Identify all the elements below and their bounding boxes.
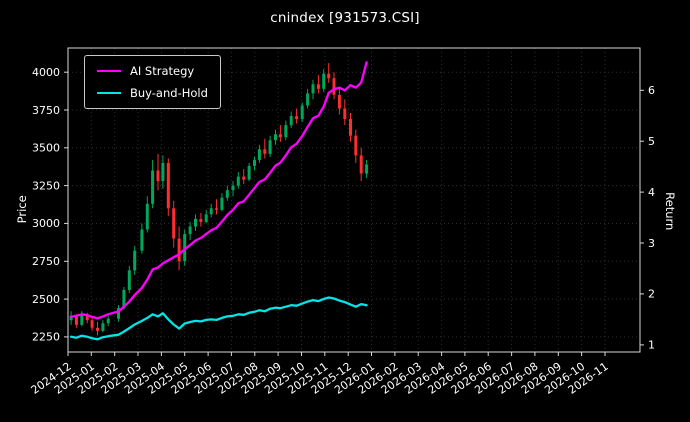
candle-body <box>85 314 89 321</box>
candle-body <box>332 78 336 95</box>
candle-body <box>343 108 347 120</box>
svg-text:3500: 3500 <box>32 142 60 155</box>
candle-body <box>96 327 99 331</box>
candle-body <box>74 315 78 325</box>
candle-body <box>127 270 131 290</box>
candle-body <box>80 314 84 325</box>
svg-text:3000: 3000 <box>32 217 60 230</box>
svg-text:2250: 2250 <box>32 331 60 344</box>
candle-body <box>90 320 94 328</box>
svg-text:6: 6 <box>648 84 655 97</box>
candle-body <box>209 208 213 215</box>
candle-body <box>306 93 310 106</box>
price-axis-label: Price <box>15 195 29 224</box>
svg-text:3250: 3250 <box>32 179 60 192</box>
return-tick-labels: 1 2 3 4 5 6 <box>640 84 655 352</box>
candle-body <box>337 94 341 109</box>
candle-body <box>311 84 315 94</box>
candle-body <box>188 226 192 235</box>
candle-body <box>365 164 369 174</box>
candle-body <box>172 208 176 239</box>
svg-text:2750: 2750 <box>32 255 60 268</box>
candle-body <box>225 190 229 198</box>
legend-label: Buy-and-Hold <box>130 86 208 100</box>
candle-body <box>278 134 282 138</box>
candle-body <box>204 214 208 222</box>
legend-line-swatch <box>97 92 121 94</box>
ai-strategy-line <box>69 61 368 320</box>
svg-text:2500: 2500 <box>32 293 60 306</box>
candle-body <box>354 135 358 156</box>
candle-body <box>236 176 240 186</box>
legend-line-swatch <box>97 70 121 72</box>
candle-body <box>145 203 149 230</box>
candle-body <box>101 323 105 331</box>
candle-body <box>263 149 267 154</box>
candle-body <box>289 116 293 126</box>
candle-body <box>242 176 246 180</box>
candle-body <box>122 290 126 309</box>
svg-text:3750: 3750 <box>32 104 60 117</box>
legend-item: Buy-and-Hold <box>97 86 208 100</box>
candle-body <box>177 238 181 262</box>
candle-body <box>183 234 187 262</box>
candle-body <box>161 162 165 181</box>
candle-body <box>316 84 320 89</box>
price-tick-labels: 2250 2500 2750 3000 3250 3500 3750 4000 <box>32 66 68 344</box>
candle-body <box>106 318 110 324</box>
candle-body <box>359 155 363 174</box>
candle-body <box>322 73 326 89</box>
candle-body <box>284 125 288 138</box>
legend: AI Strategy Buy-and-Hold <box>84 55 221 109</box>
candle-body <box>231 185 235 191</box>
svg-text:2: 2 <box>648 288 655 301</box>
candle-body <box>133 250 137 271</box>
candle-body <box>151 170 155 204</box>
candle-body <box>220 197 224 210</box>
candle-body <box>295 116 299 120</box>
svg-text:4: 4 <box>648 186 655 199</box>
svg-text:5: 5 <box>648 135 655 148</box>
candle-body <box>274 134 277 141</box>
candle-body <box>117 308 120 319</box>
candle-body <box>140 229 144 251</box>
candle-body <box>257 149 261 160</box>
candle-body <box>199 218 203 222</box>
candle-body <box>349 119 352 136</box>
chart-title: cnindex [931573.CSI] <box>270 10 420 26</box>
candle-body <box>166 162 170 209</box>
candlestick-series <box>69 63 369 336</box>
svg-text:1: 1 <box>648 339 655 352</box>
return-axis-label: Return <box>663 192 677 231</box>
buy-and-hold-line <box>69 296 368 341</box>
grid <box>67 48 640 352</box>
svg-text:3: 3 <box>648 237 655 250</box>
svg-text:4000: 4000 <box>32 66 60 79</box>
legend-label: AI Strategy <box>130 64 195 78</box>
plot-border <box>67 47 641 353</box>
candle-body <box>300 105 304 120</box>
candle-body <box>253 159 256 166</box>
legend-item: AI Strategy <box>97 64 208 78</box>
candle-body <box>215 208 218 210</box>
candle-body <box>268 140 272 154</box>
candle-body <box>327 73 331 79</box>
candle-body <box>247 166 251 180</box>
date-tick-labels: 2024-122025-012025-022025-032025-042025-… <box>29 352 611 397</box>
candle-body <box>156 170 160 182</box>
candle-body <box>194 218 197 227</box>
